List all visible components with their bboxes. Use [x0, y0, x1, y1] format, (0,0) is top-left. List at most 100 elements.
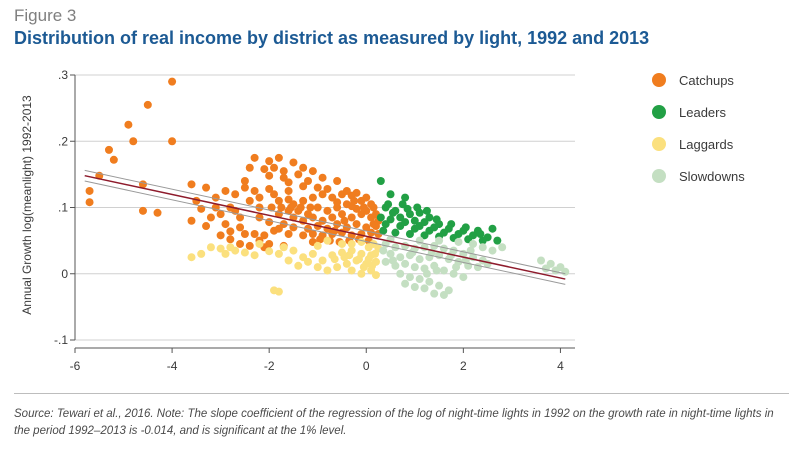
point-slowdowns [381, 257, 390, 266]
point-slowdowns [469, 239, 478, 248]
point-slowdowns [449, 269, 458, 278]
point-catchups [265, 218, 274, 227]
x-tick-label: 2 [460, 359, 467, 373]
point-slowdowns [498, 243, 507, 252]
point-catchups [308, 167, 317, 176]
point-catchups [245, 196, 254, 205]
point-leaders [488, 224, 497, 233]
point-leaders [384, 200, 393, 209]
point-leaders [391, 228, 400, 237]
point-laggards [357, 237, 366, 246]
point-slowdowns [432, 266, 441, 275]
point-laggards [318, 256, 327, 265]
point-slowdowns [391, 243, 400, 252]
point-slowdowns [396, 253, 405, 262]
point-catchups [318, 190, 327, 199]
point-leaders [410, 224, 419, 233]
point-catchups [352, 220, 361, 229]
point-slowdowns [422, 269, 431, 278]
point-catchups [168, 77, 177, 86]
chart-title: Distribution of real income by district … [14, 28, 650, 48]
point-catchups [221, 220, 230, 229]
point-catchups [255, 193, 264, 202]
point-catchups [129, 137, 138, 146]
regression-line [84, 174, 566, 280]
point-catchups [265, 171, 274, 180]
point-catchups [250, 153, 259, 162]
chart-legend: Catchups Leaders Laggards Slowdowns [652, 64, 745, 192]
point-catchups [323, 184, 332, 193]
point-catchups [236, 223, 245, 232]
point-laggards [265, 247, 274, 256]
point-catchups [187, 180, 196, 189]
point-slowdowns [459, 273, 468, 282]
y-tick-label: .2 [58, 134, 68, 148]
point-catchups [340, 216, 349, 225]
point-catchups [265, 157, 274, 166]
point-laggards [337, 239, 346, 248]
point-catchups [250, 186, 259, 195]
point-leaders [381, 220, 390, 229]
point-catchups [231, 190, 240, 199]
point-catchups [287, 203, 296, 212]
legend-label-catchups: Catchups [679, 72, 734, 88]
legend-item-leaders: Leaders [652, 96, 745, 128]
point-catchups [306, 203, 315, 212]
point-catchups [153, 208, 162, 217]
point-leaders [376, 213, 385, 222]
point-slowdowns [452, 263, 461, 272]
point-laggards [323, 266, 332, 275]
point-slowdowns [401, 259, 410, 268]
point-leaders [376, 177, 385, 185]
point-leaders [413, 203, 422, 212]
point-catchups [316, 235, 325, 244]
y-tick-label: 0 [61, 267, 68, 281]
point-slowdowns [410, 263, 419, 272]
point-laggards [347, 266, 356, 275]
point-catchups [367, 213, 376, 222]
point-catchups [250, 230, 259, 238]
point-laggards [364, 255, 373, 264]
point-slowdowns [439, 266, 448, 275]
point-catchups [85, 186, 94, 195]
point-catchups [236, 213, 245, 222]
point-slowdowns [425, 277, 434, 286]
point-slowdowns [401, 279, 410, 288]
point-catchups [323, 206, 332, 215]
legend-item-catchups: Catchups [652, 64, 745, 96]
point-catchups [143, 100, 152, 109]
point-catchups [245, 163, 254, 172]
point-catchups [216, 231, 225, 240]
ci-upper-line [84, 169, 566, 275]
legend-item-slowdowns: Slowdowns [652, 160, 745, 192]
point-catchups [304, 177, 313, 185]
point-catchups [318, 216, 327, 225]
point-catchups [313, 183, 322, 192]
point-catchups [369, 203, 378, 212]
point-leaders [461, 223, 470, 232]
point-slowdowns [473, 263, 482, 272]
point-catchups [284, 178, 293, 187]
point-catchups [109, 155, 118, 164]
point-slowdowns [410, 283, 419, 291]
point-laggards [197, 249, 206, 258]
point-leaders [422, 206, 431, 215]
divider-rule [14, 393, 789, 394]
legend-dot-leaders [652, 105, 666, 119]
point-laggards [368, 261, 377, 270]
point-catchups [265, 184, 274, 193]
y-tick-label: .3 [58, 68, 68, 82]
point-slowdowns [454, 237, 463, 246]
point-leaders [405, 230, 414, 238]
point-catchups [337, 210, 346, 219]
point-laggards [304, 257, 313, 266]
x-axis-ticks: -6 -4 -2 0 2 4 [70, 348, 564, 373]
point-slowdowns [386, 249, 395, 258]
point-laggards [323, 236, 332, 245]
point-laggards [240, 248, 249, 257]
point-catchups [279, 167, 288, 176]
point-slowdowns [405, 273, 414, 282]
point-catchups [333, 177, 342, 185]
point-leaders [420, 231, 429, 240]
point-catchups [221, 186, 230, 195]
